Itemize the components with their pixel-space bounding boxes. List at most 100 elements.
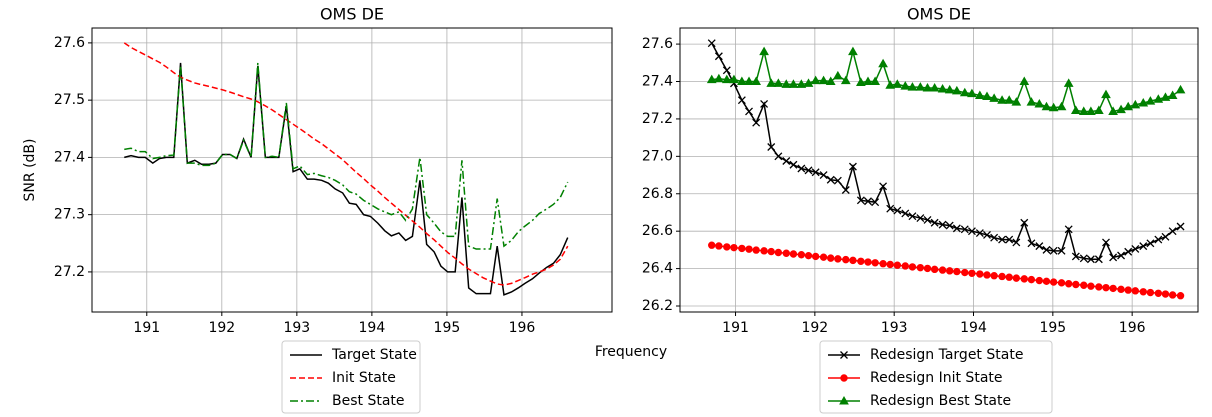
marker	[967, 227, 976, 236]
marker	[1012, 274, 1021, 282]
marker	[1005, 235, 1014, 244]
series-line	[124, 62, 569, 296]
marker	[708, 241, 716, 249]
marker	[975, 229, 984, 238]
marker	[923, 264, 932, 273]
marker	[1167, 90, 1178, 100]
marker	[833, 176, 842, 185]
marker	[967, 88, 977, 98]
marker	[1130, 99, 1141, 109]
marker	[723, 243, 731, 251]
y-tick-label: 27.3	[54, 207, 85, 223]
marker	[841, 186, 850, 194]
marker	[983, 271, 991, 279]
x-tick-label: 195	[1039, 320, 1066, 336]
marker	[976, 270, 984, 278]
legend-box	[819, 340, 1053, 414]
marker	[760, 247, 768, 255]
plot-frame	[679, 27, 1199, 313]
marker	[871, 259, 879, 267]
marker	[1027, 239, 1036, 248]
x-tick-label: 196	[509, 320, 536, 336]
marker	[714, 52, 723, 61]
marker	[1138, 98, 1149, 107]
marker	[842, 255, 850, 264]
marker	[738, 244, 746, 253]
y-tick-label: 27.4	[642, 74, 673, 90]
marker	[961, 268, 969, 277]
marker	[916, 263, 925, 272]
marker	[1093, 105, 1104, 115]
marker	[737, 96, 746, 105]
y-tick-label: 27.2	[642, 111, 673, 127]
series-line	[711, 42, 1181, 260]
marker	[818, 75, 829, 85]
y-tick-label: 27.2	[54, 264, 85, 280]
marker	[825, 76, 836, 86]
marker	[706, 74, 717, 84]
marker	[1035, 276, 1044, 285]
marker	[1154, 289, 1163, 297]
marker	[1011, 97, 1022, 106]
marker	[1087, 282, 1095, 290]
plot-frame	[91, 27, 613, 313]
x-tick-label: 194	[960, 320, 987, 336]
marker	[1095, 283, 1103, 291]
marker	[878, 58, 888, 68]
marker	[946, 267, 954, 275]
marker	[997, 95, 1007, 104]
marker	[1139, 288, 1147, 296]
marker	[1049, 278, 1058, 286]
marker	[848, 162, 857, 171]
marker	[788, 79, 799, 88]
marker	[901, 209, 910, 218]
marker	[834, 255, 842, 263]
marker	[1146, 239, 1155, 248]
marker	[1034, 98, 1045, 108]
marker	[1048, 102, 1059, 112]
legend-marker	[840, 374, 848, 382]
y-tick-label: 27.5	[54, 92, 85, 108]
marker	[968, 269, 976, 277]
marker	[998, 235, 1007, 244]
marker	[864, 258, 872, 266]
marker	[938, 266, 947, 274]
marker	[1101, 89, 1111, 99]
marker	[893, 261, 902, 269]
marker	[960, 225, 969, 234]
y-tick-label: 27.6	[642, 36, 673, 52]
marker	[1123, 101, 1134, 111]
marker	[1019, 76, 1030, 86]
marker	[1042, 277, 1051, 286]
marker	[930, 218, 939, 227]
marker	[952, 224, 961, 233]
marker	[923, 215, 932, 224]
marker	[782, 249, 790, 257]
marker	[1042, 245, 1051, 254]
legend-label: Init State	[332, 370, 396, 386]
marker	[886, 260, 894, 269]
marker	[930, 265, 939, 274]
chart-title: OMS DE	[320, 5, 384, 24]
marker	[745, 107, 753, 116]
marker	[707, 39, 716, 48]
legend-label: Redesign Target State	[870, 347, 1023, 363]
marker	[886, 204, 895, 213]
marker	[810, 75, 821, 85]
marker	[1056, 101, 1067, 111]
marker	[1094, 255, 1103, 264]
series-line	[711, 51, 1181, 113]
marker	[714, 73, 724, 83]
marker	[1026, 97, 1037, 106]
marker	[1131, 287, 1140, 295]
marker	[819, 253, 828, 261]
marker	[1057, 279, 1066, 287]
marker	[760, 99, 769, 108]
marker	[871, 198, 880, 207]
marker	[745, 245, 753, 253]
series-line	[123, 42, 569, 286]
chart-title: OMS DE	[907, 5, 971, 24]
marker	[879, 182, 888, 191]
